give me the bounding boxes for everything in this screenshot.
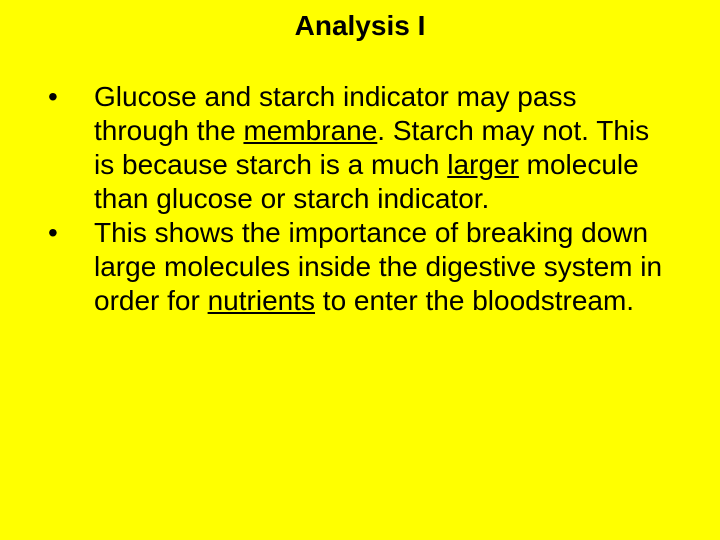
underlined-term: nutrients xyxy=(208,285,315,316)
bullet-list: •Glucose and starch indicator may pass t… xyxy=(0,80,720,318)
underlined-term: membrane xyxy=(243,115,377,146)
bullet-item: •This shows the importance of breaking d… xyxy=(44,216,670,318)
slide-title: Analysis I xyxy=(0,10,720,42)
bullet-marker: • xyxy=(44,216,94,250)
bullet-marker: • xyxy=(44,80,94,114)
text-run: to enter the bloodstream. xyxy=(315,285,634,316)
bullet-item: •Glucose and starch indicator may pass t… xyxy=(44,80,670,216)
slide: Analysis I •Glucose and starch indicator… xyxy=(0,0,720,540)
underlined-term: larger xyxy=(447,149,519,180)
bullet-text: This shows the importance of breaking do… xyxy=(94,216,670,318)
bullet-text: Glucose and starch indicator may pass th… xyxy=(94,80,670,216)
